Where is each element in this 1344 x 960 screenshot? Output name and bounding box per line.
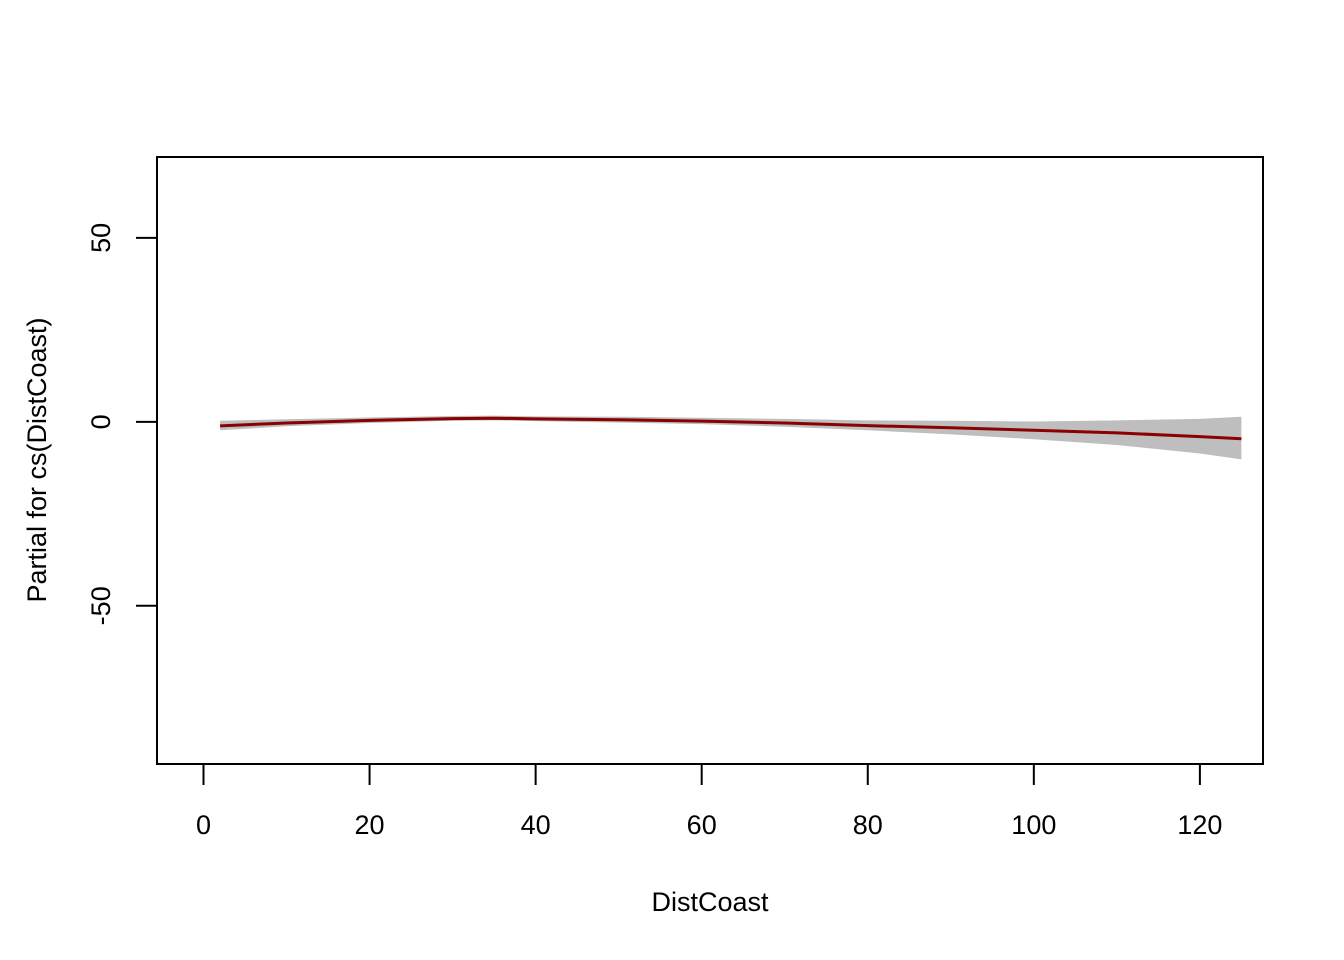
confidence-band-layer: [220, 415, 1242, 460]
x-axis-label: DistCoast: [651, 887, 769, 917]
y-tick-label: 50: [86, 223, 116, 253]
y-tick-label: -50: [86, 586, 116, 625]
y-tick-label: 0: [86, 414, 116, 429]
x-tick-label: 80: [853, 810, 883, 840]
x-tick-label: 100: [1011, 810, 1056, 840]
x-tick-label: 120: [1177, 810, 1222, 840]
x-tick-label: 20: [355, 810, 385, 840]
x-tick-label: 40: [521, 810, 551, 840]
fitted-line: [220, 416, 1242, 441]
y-axis-label: Partial for cs(DistCoast): [22, 317, 52, 602]
x-tick-label: 60: [687, 810, 717, 840]
x-tick-label: 0: [196, 810, 211, 840]
plot-frame: [156, 156, 1264, 765]
smooth-line-layer: [220, 416, 1242, 441]
confidence-band: [220, 415, 1242, 460]
x-axis: 0 20 40 60 80 100 120: [196, 763, 1222, 840]
y-axis: -50 0 50: [86, 223, 158, 625]
